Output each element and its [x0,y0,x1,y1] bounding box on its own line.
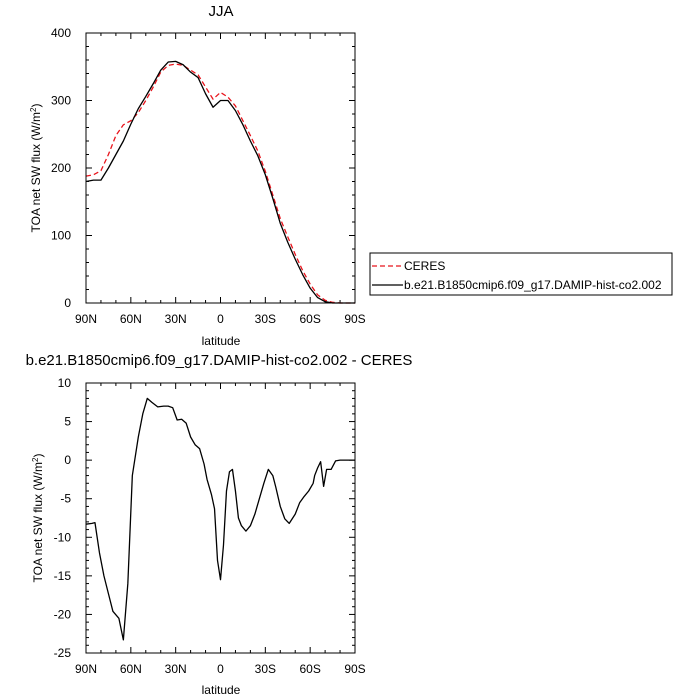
bottom-panel: b.e21.B1850cmip6.f09_g17.DAMIP-hist-co2.… [26,352,413,697]
bottom-chart-ticks: 90N 60N 30N 0 30S 60S 90S -25 -20 -15 -10 -5 0 5 10 [54,376,366,676]
bottom-chart-y-label-tail: ) [31,454,45,458]
top-chart-title: JJA [208,3,233,20]
top-chart-y-tick-label: 300 [51,94,71,108]
top-chart-x-tick-label: 90S [344,312,365,326]
bottom-chart-plot-frame [85,382,356,654]
top-chart-x-tick-label: 60S [299,312,320,326]
bottom-chart-series [85,397,355,641]
top-chart-x-tick-label: 0 [217,312,224,326]
bottom-chart-x-tick-label: 90S [344,662,365,676]
bottom-chart-y-tick-label: -20 [54,607,72,621]
top-chart-y-axis-label: TOA net SW flux (W/m2) [29,104,43,233]
top-chart-y-label-superscript: 2 [29,107,38,112]
top-chart-x-axis-label: latitude [202,334,241,348]
bottom-chart-y-label-main: TOA net SW flux (W/m [31,462,45,582]
bottom-chart-title: b.e21.B1850cmip6.f09_g17.DAMIP-hist-co2.… [26,352,413,369]
bottom-chart-x-tick-label: 30N [165,662,187,676]
bottom-chart-x-tick-label: 60S [299,662,320,676]
bottom-chart-y-tick-label: -25 [54,646,72,660]
bottom-chart-x-tick-label: 0 [217,662,224,676]
top-chart-x-tick-label: 30N [165,312,187,326]
bottom-chart-series-line-0 [85,397,355,641]
bottom-chart-y-tick-label: -10 [54,530,72,544]
bottom-chart-y-tick-label: 0 [64,453,71,467]
top-chart-x-tick-label: 30S [255,312,276,326]
top-chart-y-tick-label: 0 [64,296,71,310]
bottom-chart-y-tick-label: 5 [64,415,71,429]
bottom-chart-x-axis-label: latitude [202,683,241,697]
bottom-chart-y-label-superscript: 2 [31,457,40,462]
legend: CERES b.e21.B1850cmip6.f09_g17.DAMIP-his… [369,252,673,296]
top-chart-y-label-main: TOA net SW flux (W/m [29,112,43,232]
top-chart-y-tick-label: 100 [51,229,71,243]
top-chart-series [85,60,355,304]
bottom-chart-y-tick-label: 10 [58,376,72,390]
legend-ceres-label: CERES [404,259,445,273]
bottom-chart-y-tick-label: -15 [54,569,72,583]
legend-model-label: b.e21.B1850cmip6.f09_g17.DAMIP-hist-co2.… [404,278,662,292]
top-chart-y-tick-label: 200 [51,161,71,175]
bottom-chart-x-tick-label: 30S [255,662,276,676]
top-chart-y-tick-label: 400 [51,26,71,40]
top-chart-ticks: 90N 60N 30N 0 30S 60S 90S 0 100 200 300 400 [51,26,366,326]
top-chart-plot-frame [85,32,356,304]
top-chart-x-tick-label: 60N [120,312,142,326]
top-chart-series-line-1 [85,60,355,304]
bottom-chart-x-tick-label: 60N [120,662,142,676]
bottom-chart-x-tick-label: 90N [75,662,97,676]
legend-box [369,252,673,296]
bottom-chart-y-axis-label: TOA net SW flux (W/m2) [31,454,45,583]
top-panel: JJA TOA net SW flux (W/m2) latitude 90N 6… [29,3,366,348]
top-chart-y-label-tail: ) [29,104,43,108]
top-chart-x-tick-label: 90N [75,312,97,326]
top-chart-series-line-0 [85,63,355,304]
bottom-chart-y-tick-label: -5 [60,492,71,506]
